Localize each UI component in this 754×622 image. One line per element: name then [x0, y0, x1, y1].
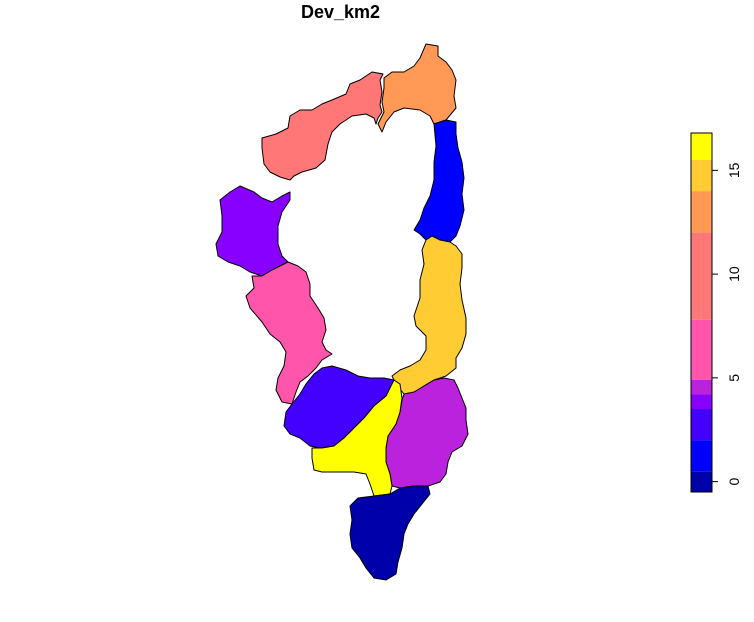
legend-tick-label: 10: [726, 266, 742, 282]
legend-band-5: [691, 319, 712, 380]
region-north-orange: [377, 43, 457, 133]
legend-tick-label: 15: [726, 162, 742, 178]
legend-bands: [691, 133, 712, 492]
legend-band-8: [691, 159, 712, 192]
legend-ticks: 0 5 10 15: [712, 162, 742, 486]
region-west-pink: [245, 261, 333, 405]
legend-band-3: [691, 394, 712, 409]
legend-band-0: [691, 471, 712, 492]
legend-band-1: [691, 440, 712, 472]
map-title: Dev_km2: [300, 2, 381, 22]
region-west-purple: [215, 185, 291, 277]
color-legend: 0 5 10 15: [690, 132, 742, 493]
legend-frame: [690, 132, 713, 493]
region-north-salmon: [261, 71, 384, 181]
legend-band-7: [691, 191, 712, 233]
region-northeast-blue: [413, 119, 465, 243]
legend-band-6: [691, 232, 712, 320]
legend-tick-label: 5: [726, 374, 742, 382]
legend-band-2: [691, 408, 712, 441]
region-layer: [215, 43, 469, 581]
legend-tick-label: 0: [726, 478, 742, 486]
region-south-yellow: [311, 379, 403, 497]
region-east-gold: [391, 235, 467, 395]
legend-band-9: [691, 133, 712, 160]
legend-band-4: [691, 379, 712, 395]
region-southern-navy: [349, 485, 431, 581]
